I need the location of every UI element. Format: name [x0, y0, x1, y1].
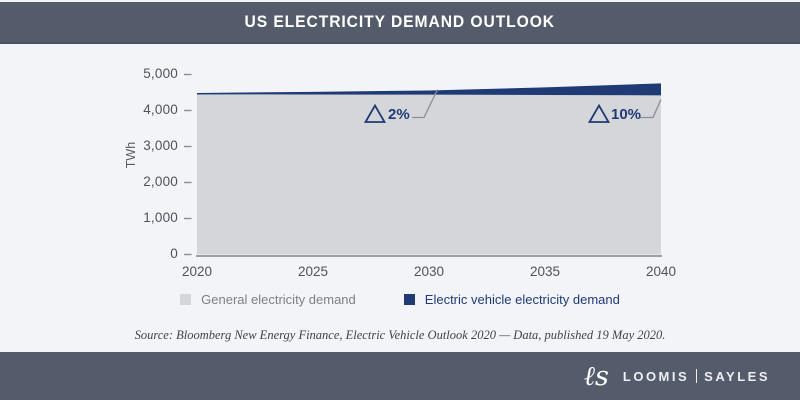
delta-triangle-icon [363, 103, 387, 123]
x-tick-label: 2035 [529, 264, 561, 279]
brand-sayles: SAYLES [704, 368, 770, 384]
legend-label-ev: Electric vehicle electricity demand [424, 292, 620, 307]
x-tick-label: 2025 [297, 264, 329, 279]
y-axis-label: TWh [124, 141, 138, 169]
legend-item-ev: Electric vehicle electricity demand [403, 292, 620, 307]
y-tick-label: 1,000 [143, 210, 178, 225]
title-bar: US ELECTRICITY DEMAND OUTLOOK [0, 2, 800, 44]
chart-title: US ELECTRICITY DEMAND OUTLOOK [244, 12, 556, 31]
x-tick-label: 2030 [413, 264, 445, 279]
area-general-demand [197, 94, 661, 255]
ls-monogram-icon: ℓs [583, 360, 609, 392]
source-note: Source: Bloomberg New Energy Finance, El… [134, 328, 666, 342]
legend-item-general: General electricity demand [180, 292, 356, 307]
loomis-sayles-logo: ℓs LOOMIS SAYLES [584, 363, 770, 390]
annotation-label: 10% [611, 106, 642, 123]
annotation-callout-line [412, 89, 439, 119]
legend: General electricity demand Electric vehi… [0, 292, 800, 307]
brand-wordmark: LOOMIS SAYLES [623, 369, 770, 384]
annotation-label: 2% [388, 106, 410, 123]
y-tick-label: 3,000 [143, 138, 178, 153]
delta-triangle-icon [587, 103, 611, 123]
x-tick-label: 2040 [645, 264, 677, 279]
brand-loomis: LOOMIS [622, 368, 690, 384]
ev-demand-top-line [196, 83, 662, 95]
legend-label-general: General electricity demand [201, 292, 356, 307]
y-tick-label: 4,000 [143, 102, 178, 117]
x-tick-label: 2020 [181, 264, 213, 279]
brand-divider [696, 369, 698, 383]
ev-demand-swatch [403, 294, 415, 305]
y-tick-label: 0 [170, 246, 178, 261]
area-ev-demand [197, 84, 661, 96]
y-tick-label: 2,000 [143, 174, 178, 189]
y-tick-label: 5,000 [143, 66, 178, 81]
annotation-callout-line [640, 99, 662, 119]
footer-bar: ℓs LOOMIS SAYLES [0, 352, 800, 400]
general-demand-swatch [180, 294, 192, 305]
